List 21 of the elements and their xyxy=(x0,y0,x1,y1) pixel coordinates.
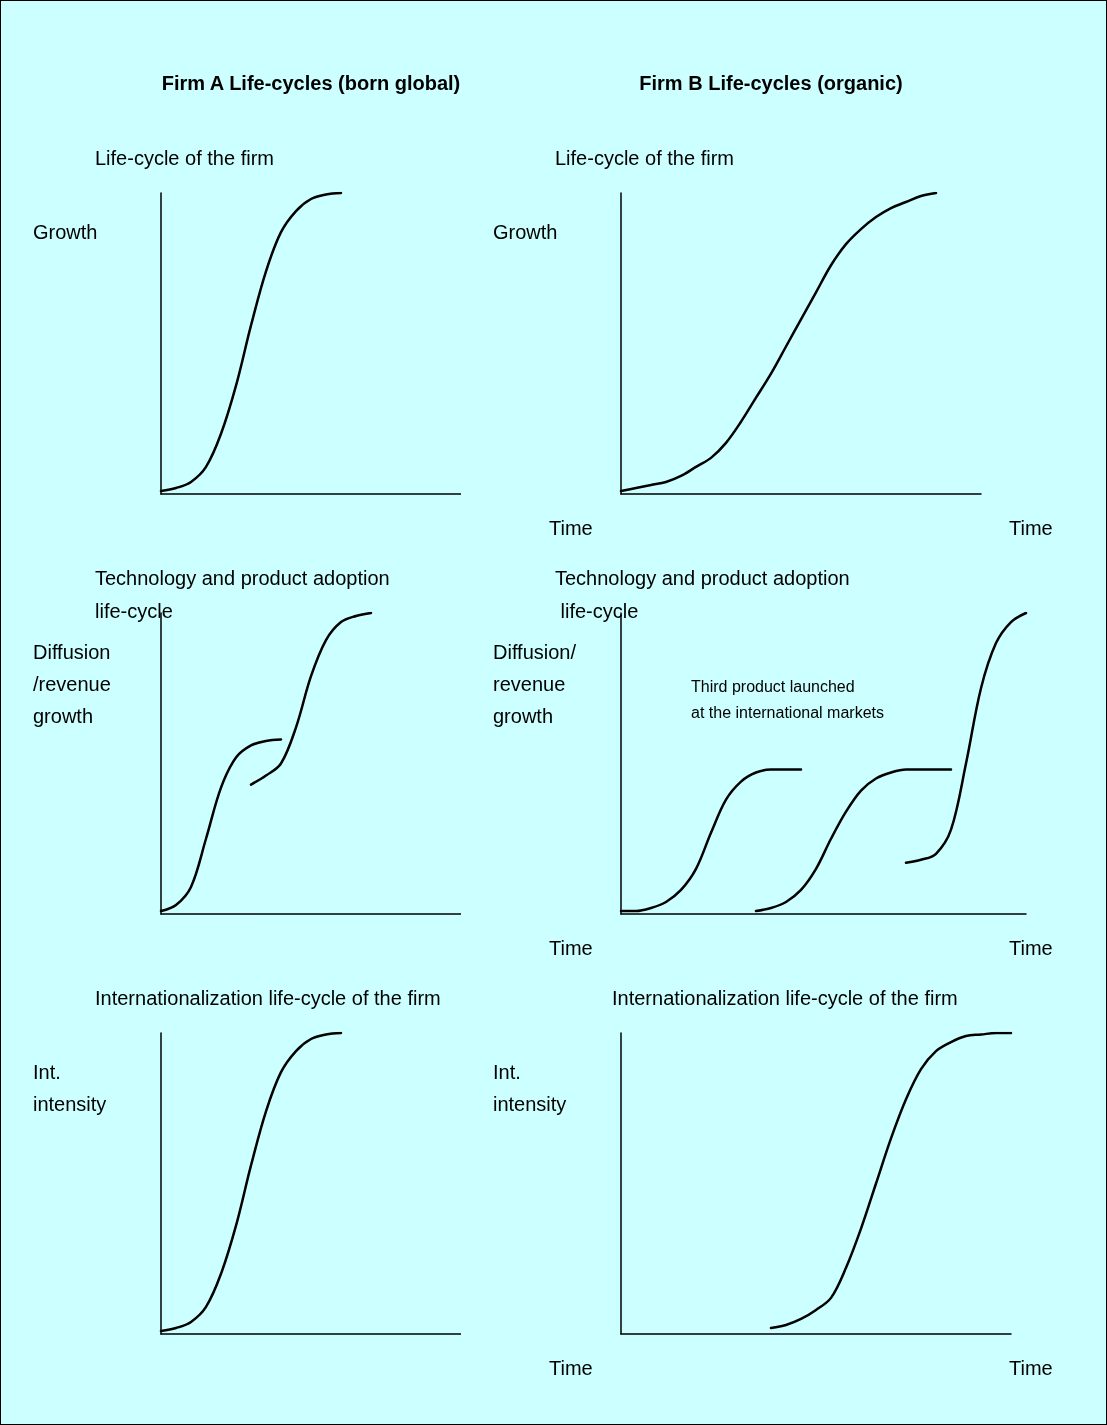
y-axis-title: Diffusion/ revenue growth xyxy=(493,641,577,727)
annotation: Third product launched at the international markets xyxy=(691,677,884,721)
y-axis-title: Growth xyxy=(33,221,98,243)
chart-subtitle: Life-cycle of the firm xyxy=(555,146,734,169)
x-axis-title: Time xyxy=(1009,937,1053,959)
y-axis-title: Diffusion /revenue growth xyxy=(33,641,111,727)
x-axis-title: Time xyxy=(549,937,593,959)
x-axis-title: Time xyxy=(549,1357,593,1379)
chart-subtitle: Internationalization life-cycle of the firm xyxy=(95,986,441,1009)
y-axis-title: Int. intensity xyxy=(493,1061,567,1115)
x-axis-title: Time xyxy=(1009,1357,1053,1379)
x-axis-title: Time xyxy=(1009,517,1053,539)
x-axis-title: Time xyxy=(549,517,593,539)
y-axis-title: Growth xyxy=(493,221,558,243)
chart-title: Firm B Life-cycles (organic) xyxy=(639,72,903,94)
chart-subtitle: Life-cycle of the firm xyxy=(95,146,274,169)
chart-subtitle: Internationalization life-cycle of the firm xyxy=(612,986,958,1009)
chart-title: Firm A Life-cycles (born global) xyxy=(161,72,461,94)
chart-subtitle: Technology and product adoption life-cycle xyxy=(555,566,850,622)
y-axis-title: Int. intensity xyxy=(33,1061,107,1115)
chart-subtitle: Technology and product adoption life-cycle xyxy=(95,566,390,622)
